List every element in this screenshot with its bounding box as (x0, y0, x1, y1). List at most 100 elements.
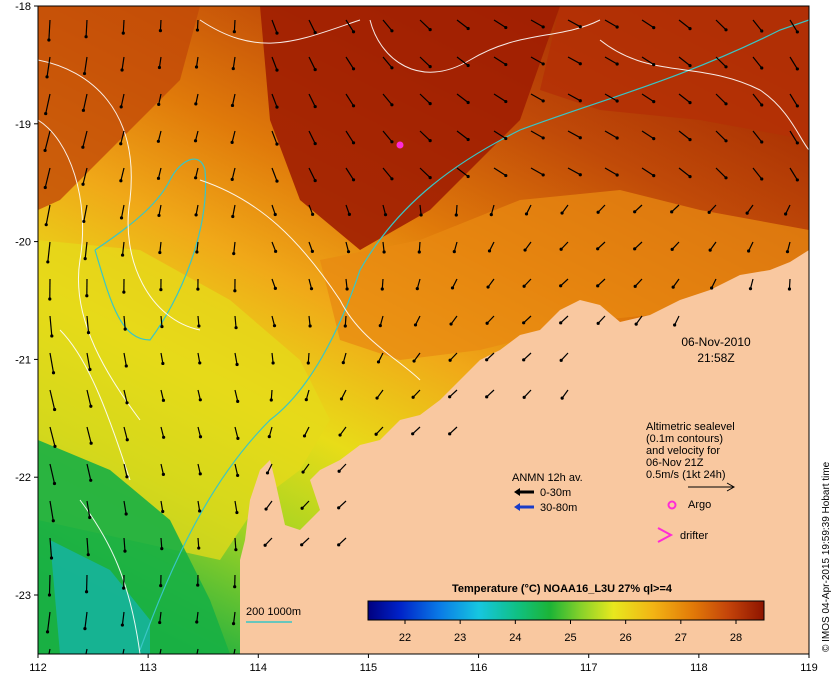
velocity-arrowhead (596, 284, 599, 287)
argo-label: Argo (688, 499, 711, 511)
x-tick-label: 119 (800, 662, 818, 674)
colorbar-tick-label: 22 (399, 632, 411, 644)
velocity-arrowhead (688, 64, 691, 67)
velocity-arrowhead (194, 213, 197, 216)
velocity-arrowhead (796, 67, 799, 70)
velocity-arrowhead (199, 435, 202, 438)
velocity-arrowhead (724, 102, 727, 105)
velocity-arrowhead (579, 25, 582, 28)
velocity-arrowhead (314, 31, 317, 34)
time-label: 21:58Z (697, 351, 734, 365)
velocity-arrowhead (48, 593, 51, 596)
velocity-arrowhead (449, 322, 452, 325)
velocity-arrowhead (272, 361, 275, 364)
velocity-arrowhead (264, 507, 267, 510)
velocity-arrowhead (390, 29, 393, 32)
velocity-arrowhead (390, 103, 393, 106)
y-tick-label: -18 (15, 1, 31, 13)
velocity-arrowhead (418, 250, 421, 253)
x-tick-label: 113 (139, 662, 157, 674)
colorbar-tick-label: 25 (564, 632, 576, 644)
velocity-arrowhead (429, 176, 432, 179)
velocity-arrowhead (87, 553, 90, 556)
altimetry-line-2: (0.1m contours) (646, 433, 723, 445)
velocity-arrowhead (48, 297, 51, 300)
colorbar-scale (368, 601, 764, 620)
velocity-arrowhead (89, 405, 92, 408)
velocity-arrowhead (194, 139, 197, 142)
velocity-arrowhead (162, 473, 165, 476)
velocity-arrowhead (198, 361, 201, 364)
velocity-arrowhead (158, 66, 161, 69)
argo-float-icon[interactable] (397, 142, 404, 149)
velocity-arrowhead (710, 286, 713, 289)
colorbar-tick-label: 23 (454, 632, 466, 644)
velocity-arrowhead (504, 137, 507, 140)
velocity-arrowhead (542, 62, 545, 65)
velocity-arrowhead (158, 251, 161, 254)
velocity-arrowhead (467, 101, 470, 104)
velocity-arrowhead (673, 323, 676, 326)
velocity-arrowhead (300, 543, 303, 546)
velocity-arrowhead (305, 398, 308, 401)
velocity-arrowhead (560, 359, 563, 362)
velocity-arrowhead (314, 142, 317, 145)
velocity-arrowhead (796, 141, 799, 144)
velocity-arrowhead (195, 250, 198, 253)
velocity-arrowhead (634, 285, 637, 288)
velocity-arrowhead (453, 250, 456, 253)
velocity-arrowhead (559, 321, 562, 324)
velocity-arrowhead (274, 250, 277, 253)
velocity-arrowhead (125, 512, 128, 515)
velocity-arrowhead (504, 100, 507, 103)
credit-text: © IMOS 04-Apr-2015 19:59:39 Hobart time (821, 461, 832, 652)
velocity-arrowhead (504, 174, 507, 177)
velocity-arrowhead (120, 216, 123, 219)
velocity-arrowhead (633, 247, 636, 250)
velocity-arrowhead (52, 371, 55, 374)
velocity-arrowhead (635, 323, 638, 326)
velocity-arrowhead (310, 287, 313, 290)
velocity-arrowhead (671, 248, 674, 251)
velocity-arrowhead (157, 103, 160, 106)
velocity-arrowhead (523, 285, 526, 288)
velocity-arrowhead (194, 176, 197, 179)
velocity-arrowhead (53, 445, 56, 448)
velocity-arrowhead (90, 442, 93, 445)
velocity-arrowhead (724, 139, 727, 142)
velocity-arrowhead (749, 287, 752, 290)
velocity-arrowhead (379, 324, 382, 327)
velocity-arrowhead (122, 32, 125, 35)
velocity-arrowhead (162, 399, 165, 402)
velocity-arrowhead (81, 146, 84, 149)
y-tick-label: -19 (15, 119, 31, 131)
velocity-arrowhead (44, 186, 47, 189)
velocity-arrowhead (347, 250, 350, 253)
velocity-arrowhead (83, 627, 86, 630)
velocity-arrowhead (486, 322, 489, 325)
velocity-arrowhead (760, 29, 763, 32)
velocity-arrowhead (122, 587, 125, 590)
velocity-arrowhead (788, 287, 791, 290)
velocity-arrowhead (235, 511, 238, 514)
velocity-arrowhead (120, 105, 123, 108)
velocity-arrowhead (688, 175, 691, 178)
velocity-arrowhead (233, 585, 236, 588)
velocity-arrowhead (390, 140, 393, 143)
velocity-arrowhead (231, 178, 234, 181)
velocity-arrow (49, 575, 50, 595)
x-tick-label: 116 (470, 662, 488, 674)
velocity-arrowhead (196, 287, 199, 290)
velocity-arrowhead (314, 179, 317, 182)
velocity-arrowhead (45, 75, 48, 78)
colorbar-tick-label: 28 (730, 632, 742, 644)
velocity-arrowhead (342, 361, 345, 364)
velocity-arrowhead (560, 248, 563, 251)
velocity-arrowhead (429, 102, 432, 105)
velocity-arrowhead (275, 68, 278, 71)
anmn-0-30m-label: 0-30m (540, 487, 571, 499)
velocity-arrowhead (53, 482, 56, 485)
velocity-arrowhead (488, 249, 491, 252)
velocity-arrowhead (337, 543, 340, 546)
velocity-arrowhead (579, 173, 582, 176)
